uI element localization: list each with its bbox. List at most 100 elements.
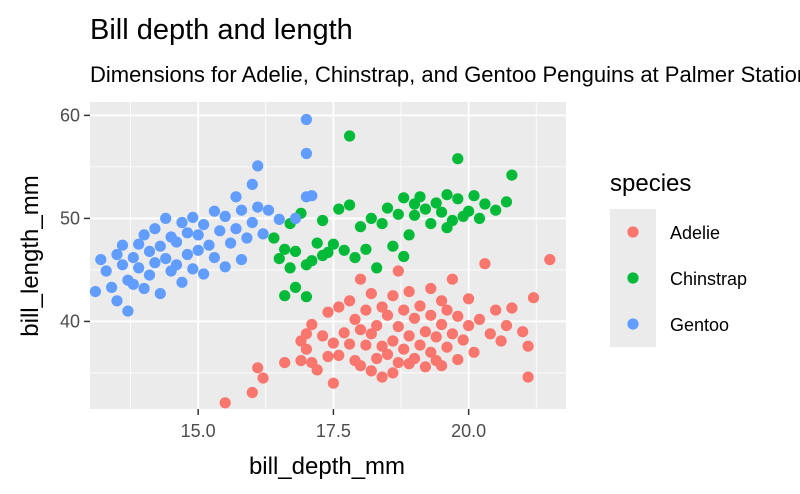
data-point [365,365,377,377]
data-point [463,320,475,332]
data-point [106,281,118,293]
data-point [138,229,150,241]
data-point [398,343,410,355]
data-point [219,261,231,273]
data-point [522,371,534,383]
data-point [441,341,453,353]
data-point [468,190,480,202]
data-point [463,293,475,305]
legend-label: Gentoo [670,315,729,335]
data-point [436,360,448,372]
legend-key-point [627,226,639,238]
data-point [116,259,129,271]
data-point [506,302,518,314]
x-tick-label: 15.0 [181,421,216,441]
data-point [317,330,329,342]
data-point [262,204,275,216]
chart-subtitle: Dimensions for Adelie, Chinstrap, and Ge… [90,62,800,87]
data-point [425,346,437,358]
data-point [392,208,404,220]
data-point [430,197,442,209]
data-point [333,203,345,215]
data-point [333,301,345,313]
data-point [176,276,188,288]
data-point [371,262,383,274]
data-point [133,238,145,250]
legend-label: Chinstrap [670,269,747,289]
data-point [392,321,404,333]
data-point [208,205,220,217]
data-point [387,335,399,347]
data-point [506,169,518,181]
legend-key-point [627,318,639,330]
data-point [544,254,556,266]
data-point [160,253,172,265]
data-point [133,262,145,274]
data-point [381,202,394,214]
data-point [333,349,345,361]
data-point [436,318,448,331]
data-point [322,246,334,258]
series-gentoo [89,113,318,317]
data-point [349,313,361,325]
data-point [387,240,399,252]
data-point [452,193,464,205]
data-point [246,216,258,229]
data-point [95,254,107,266]
legend-item-adelie: Adelie [610,209,720,255]
data-point [463,205,475,217]
plot-panel [89,102,566,409]
data-point [344,338,356,350]
data-point [414,300,426,312]
data-point [344,199,356,211]
data-point [317,214,329,227]
x-axis: 15.0 17.5 20.0 [181,409,486,441]
data-point [468,346,480,358]
data-point [181,248,193,261]
data-point [327,377,339,389]
data-point [479,258,491,270]
data-point [192,229,204,241]
data-point [392,265,404,277]
data-point [479,198,491,210]
data-point [490,304,502,316]
data-point [419,326,431,338]
y-tick-label: 60 [60,105,80,125]
data-points [89,113,556,409]
data-point [252,362,264,374]
data-point [203,239,215,251]
data-point [408,312,421,324]
data-point [371,320,383,332]
data-point [376,371,388,383]
data-point [344,295,356,307]
data-point [354,221,367,233]
series-adelie [219,254,556,409]
data-point [289,212,302,224]
data-point [414,191,426,203]
data-point [500,320,513,332]
data-point [268,232,280,244]
data-point [187,211,199,223]
data-point [522,340,534,352]
series-chinstrap [268,130,518,303]
data-point [441,189,453,201]
data-point [122,305,134,317]
data-point [127,252,139,264]
data-point [252,201,264,213]
data-point [441,304,453,316]
data-point [425,218,437,230]
data-point [387,290,399,302]
x-tick-label: 20.0 [451,421,486,441]
data-point [446,214,458,227]
data-point [376,301,388,313]
y-tick-label: 40 [60,311,80,331]
data-point [371,352,383,365]
data-point [246,386,258,399]
data-point [273,253,285,265]
data-point [425,282,437,295]
data-point [452,354,464,366]
data-point [225,237,237,249]
data-point [381,309,394,321]
data-point [403,229,415,241]
data-point [338,244,350,256]
